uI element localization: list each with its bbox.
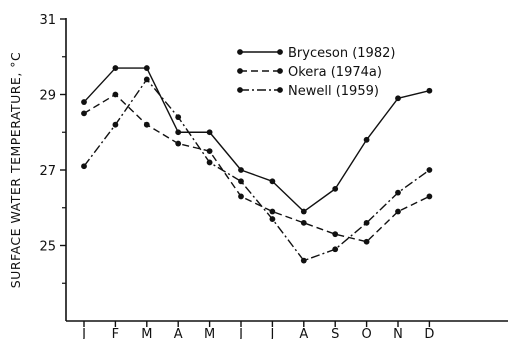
data-point <box>269 216 276 222</box>
data-point <box>175 114 182 121</box>
data-point <box>363 136 370 143</box>
data-point <box>269 208 276 215</box>
y-axis-label: SURFACE WATER TEMPERATURE, °C <box>8 52 23 289</box>
x-tick-label: J <box>269 327 274 339</box>
legend-marker <box>277 87 283 93</box>
x-tick-label: J <box>238 327 243 339</box>
data-point <box>81 110 87 117</box>
data-point <box>269 178 276 185</box>
data-point <box>395 95 401 102</box>
y-tick-label: 25 <box>39 240 56 255</box>
data-point <box>395 208 401 215</box>
data-point <box>426 167 433 173</box>
chart-axes: 25 27 29 31 J F M A M J J A S O N D <box>39 13 508 339</box>
data-point <box>332 185 339 192</box>
data-point <box>81 99 87 105</box>
legend-marker <box>237 49 243 55</box>
data-point <box>81 163 87 170</box>
chart-legend: Bryceson (1982) Okera (1974a) Newell (1959… <box>237 46 395 99</box>
data-point <box>175 129 182 136</box>
series-line-1 <box>83 67 430 213</box>
data-point <box>238 167 244 173</box>
data-point <box>143 76 150 83</box>
x-tick-label: M <box>204 327 215 339</box>
data-point <box>300 257 307 264</box>
series-line-2 <box>83 93 430 243</box>
legend-label: Okera (1974a) <box>288 65 382 80</box>
data-point <box>143 65 150 71</box>
legend-marker <box>237 68 243 74</box>
y-tick-label: 31 <box>39 13 56 28</box>
legend-marker <box>277 68 283 74</box>
x-tick-label: M <box>141 327 152 339</box>
x-tick-label: N <box>393 327 403 339</box>
legend-label: Newell (1959) <box>288 84 379 99</box>
data-point <box>395 189 401 196</box>
x-tick-label: S <box>331 327 339 339</box>
data-point <box>300 208 307 215</box>
legend-label: Bryceson (1982) <box>288 46 395 61</box>
x-tick-label: F <box>112 327 119 339</box>
chart-series <box>81 65 433 264</box>
data-point <box>238 178 244 185</box>
data-point <box>332 231 339 238</box>
legend-marker <box>237 87 243 93</box>
data-point <box>112 91 119 98</box>
x-tick-label: J <box>81 327 86 339</box>
data-point <box>426 193 433 200</box>
x-tick-label: A <box>299 327 308 339</box>
data-point <box>363 238 370 245</box>
data-point <box>238 193 244 200</box>
data-point <box>112 65 119 71</box>
y-tick-label: 29 <box>39 89 56 104</box>
data-point <box>206 159 213 166</box>
data-point <box>300 219 307 226</box>
y-tick-label: 27 <box>39 164 56 179</box>
data-point <box>363 219 370 226</box>
data-point <box>206 148 213 155</box>
data-point <box>175 140 182 147</box>
series-line-3 <box>83 78 430 262</box>
data-point <box>426 87 433 94</box>
data-point <box>332 246 339 253</box>
x-tick-label: A <box>174 327 183 339</box>
data-point <box>112 121 119 128</box>
data-point <box>206 129 213 136</box>
data-point <box>143 121 150 128</box>
legend-marker <box>277 49 283 55</box>
x-tick-label: O <box>361 327 371 339</box>
x-tick-label: D <box>424 327 434 339</box>
